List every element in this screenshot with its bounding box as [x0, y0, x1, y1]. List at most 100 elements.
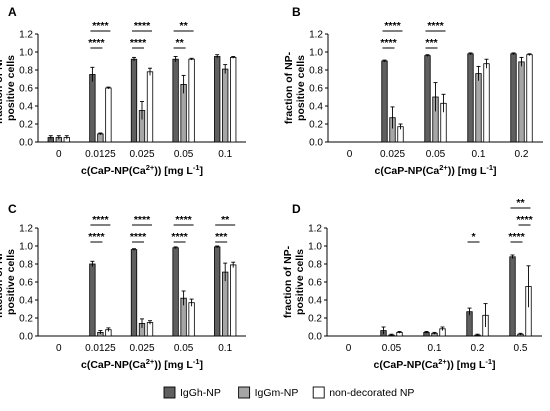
x-axis-label: c(CaP-NP(Ca2+)) [mg L-1] — [375, 163, 497, 178]
x-tick-label: 0 — [56, 149, 62, 160]
y-tick-label: 0.8 — [19, 260, 33, 271]
bar-non-decorated-np — [230, 57, 237, 143]
y-tick-label: 0.2 — [19, 314, 33, 325]
bar-iggh-np — [172, 58, 179, 143]
x-axis-label-part: c(CaP-NP(Ca — [81, 165, 146, 177]
significance-label: *** — [425, 37, 438, 49]
x-axis-label: c(CaP-NP(Ca2+)) [mg L-1] — [81, 163, 203, 178]
x-axis-label: c(CaP-NP(Ca2+)) [mg L-1] — [374, 357, 496, 372]
x-axis-label-part: ] — [200, 359, 204, 371]
x-tick-label: 0.1 — [218, 343, 232, 354]
significance-label: ** — [176, 37, 185, 49]
y-tick-label: 0.0 — [19, 138, 33, 149]
legend-swatch — [163, 386, 176, 399]
x-tick-label: 0.05 — [382, 343, 402, 354]
y-axis-label-line: fraction of NP- — [0, 245, 5, 318]
x-tick-label: 0 — [346, 343, 352, 354]
significance-label: **** — [92, 20, 109, 32]
legend-item: non-decorated NP — [312, 386, 414, 399]
y-tick-label: 0.2 — [309, 120, 323, 131]
x-tick-label: 0.5 — [514, 343, 528, 354]
y-tick-label: 0.6 — [309, 84, 323, 95]
y-tick-label: 1.0 — [309, 48, 323, 59]
bars — [381, 52, 533, 143]
y-tick-label: 1.2 — [19, 224, 33, 235]
bars — [47, 54, 237, 143]
y-tick-label: 0.4 — [19, 296, 33, 307]
bars — [380, 254, 532, 337]
bar-iggh-np — [467, 53, 474, 143]
significance-label: **** — [516, 214, 533, 226]
x-tick-label: 0.05 — [426, 149, 446, 160]
legend-label: non-decorated NP — [329, 387, 414, 399]
y-tick-label: 0.4 — [309, 102, 323, 113]
x-axis-label-sup: -1 — [193, 357, 200, 366]
bar-non-decorated-np — [483, 63, 490, 143]
bar-iggh-np — [214, 246, 221, 337]
significance-label: ** — [180, 20, 189, 32]
y-axis-label-line: fraction of NP- — [0, 51, 5, 124]
significance-label: **** — [384, 20, 401, 32]
bar-iggh-np — [214, 56, 221, 143]
x-tick-label: 0.05 — [174, 343, 194, 354]
x-tick-label: 0 — [347, 149, 353, 160]
x-tick-label: 0.1 — [472, 149, 486, 160]
bar-iggh-np — [510, 53, 517, 143]
bar-iggh-np — [172, 247, 179, 337]
x-tick-label: 0.1 — [218, 149, 232, 160]
legend-swatch — [238, 386, 251, 399]
significance-label: **** — [130, 231, 147, 243]
x-axis-label-sup: -1 — [486, 163, 493, 172]
y-tick-label: 0.2 — [308, 314, 322, 325]
significance-label: **** — [175, 214, 192, 226]
bar-iggm-np — [475, 73, 482, 143]
x-axis-label-sup: -1 — [193, 163, 200, 172]
y-axis-label-line: positive cells — [294, 249, 306, 315]
significance-label: *** — [215, 231, 228, 243]
legend-item: IgGm-NP — [238, 386, 299, 399]
legend-item: IgGh-NP — [163, 386, 221, 399]
bar-non-decorated-np — [526, 54, 533, 143]
significance-label: **** — [508, 231, 525, 243]
y-tick-label: 0.0 — [19, 332, 33, 343]
x-axis-label-part: ] — [200, 165, 204, 177]
significance-label: **** — [92, 214, 109, 226]
significance-label: **** — [130, 37, 147, 49]
panel-label: C — [8, 202, 17, 216]
significance-marks: ***************************** — [88, 214, 236, 243]
y-axis-label-line: fraction of NP- — [282, 245, 294, 318]
bar-non-decorated-np — [146, 71, 154, 143]
significance-label: **** — [171, 231, 188, 243]
bar-iggh-np — [130, 58, 138, 143]
significance-label: ** — [221, 214, 230, 226]
x-axis-label-part: ] — [492, 359, 496, 371]
y-tick-label: 0.8 — [309, 66, 323, 77]
y-axis-label-line: positive cells — [5, 55, 17, 121]
significance-label: * — [471, 231, 476, 243]
significance-label: **** — [134, 214, 151, 226]
significance-marks: ******************** — [88, 20, 194, 49]
y-tick-label: 0.6 — [19, 278, 33, 289]
legend-label: IgGm-NP — [255, 387, 299, 399]
bar-non-decorated-np — [105, 87, 112, 143]
x-tick-label: 0 — [56, 343, 62, 354]
y-tick-label: 0.0 — [308, 332, 322, 343]
x-axis-label-sup: 2+ — [146, 357, 155, 366]
x-axis-label-part: c(CaP-NP(Ca — [375, 165, 440, 177]
bar-iggh-np — [89, 263, 96, 337]
bar-non-decorated-np — [230, 264, 237, 337]
x-axis-label-part: )) [mg L — [447, 359, 486, 371]
panel-label: B — [292, 5, 301, 19]
y-axis-label: fraction of NP-positive cells — [282, 245, 306, 318]
y-tick-label: 0.6 — [19, 84, 33, 95]
x-tick-label: 0.1 — [428, 343, 442, 354]
bar-iggh-np — [89, 74, 96, 143]
bar-non-decorated-np — [146, 322, 154, 337]
y-tick-label: 0.4 — [19, 102, 33, 113]
x-axis-label-sup: 2+ — [439, 163, 448, 172]
y-tick-label: 1.0 — [19, 242, 33, 253]
